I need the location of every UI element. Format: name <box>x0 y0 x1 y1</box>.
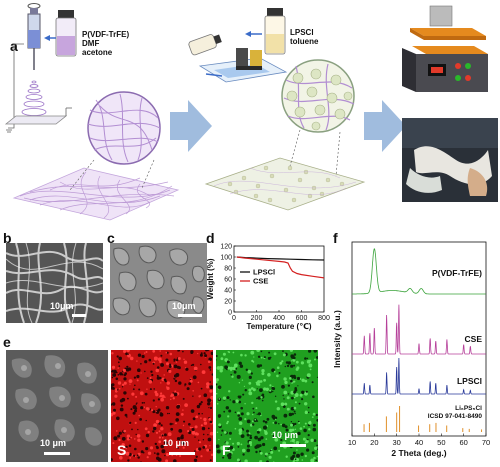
xrd-xtick-label: 70 <box>482 438 490 447</box>
coating-setup <box>198 48 288 83</box>
tga-xtick-label: 600 <box>296 315 308 322</box>
tga-xtick-label: 800 <box>318 315 330 322</box>
tga-xtick-label: 400 <box>273 315 285 322</box>
lpscl-vial-icon <box>264 8 286 55</box>
xrd-label-lpscl: LPSCl <box>457 376 482 386</box>
tga-series-lpscl <box>236 256 325 261</box>
polymer-vial-icon <box>55 10 77 57</box>
flexible-membrane-photo <box>402 118 498 202</box>
electrospinning-jet <box>21 80 47 116</box>
scale-bar-e3 <box>280 444 306 447</box>
tga-plot-frame <box>233 245 325 313</box>
panel-label-b: b <box>3 230 12 246</box>
tga-ylabel: Weight (%) <box>206 258 215 300</box>
tga-legend-label: CSE <box>253 277 268 286</box>
panel-label-f: f <box>333 230 338 246</box>
pouring-bottle-icon <box>188 34 222 56</box>
scale-bar-e1 <box>44 452 70 455</box>
process-arrow-2 <box>364 100 406 152</box>
xrd-xlabel: 2 Theta (deg.) <box>391 448 446 458</box>
xrd-label-pvdf: P(VDF-TrFE) <box>432 268 482 278</box>
polymer-solution-label: P(VDF-TrFE) DMF acetone <box>82 30 129 57</box>
tga-ytick-label: 0 <box>228 310 232 317</box>
tga-ytick-label: 20 <box>224 299 232 306</box>
xrd-trace-cse <box>352 304 486 355</box>
scale-label-c: 10μm <box>172 301 196 311</box>
tga-series-cse <box>236 256 325 279</box>
panel-label-e: e <box>3 334 11 350</box>
eds-map-fluorine: F 10 μm <box>216 350 318 462</box>
scale-label-e2: 10 μm <box>163 438 190 448</box>
solvent-2: acetone <box>82 48 113 57</box>
tga-legend-label: LPSCl <box>253 268 275 277</box>
tga-xlabel: Temperature (℃) <box>246 322 311 331</box>
xrd-label-ref-icsd: ICSD 97-041-8490 <box>428 413 483 420</box>
fiber-zoom-icon <box>87 93 161 163</box>
tga-chart: 0 200 400 600 800 0 20 40 60 80 100 120 Temperature … <box>206 244 330 332</box>
sem-image-c: 10μm <box>110 243 207 323</box>
schematic-illustration <box>4 3 498 221</box>
eds-channel-S: S <box>117 442 127 458</box>
hot-press-icon <box>402 5 488 92</box>
tga-ytick-label: 60 <box>224 277 232 284</box>
xrd-trace-lpscl <box>352 357 486 395</box>
scale-label-e3: 10 μm <box>272 430 299 440</box>
xrd-xtick-label: 40 <box>415 438 423 447</box>
eds-channel-F: F <box>222 442 231 458</box>
scale-label-b: 10μm <box>50 301 74 311</box>
xrd-chart: 10 20 30 40 50 60 70 2 Theta (deg.) Intensity (a… <box>332 241 490 458</box>
xrd-trace-p-vdf-trfe- <box>352 248 486 295</box>
xrd-xtick-label: 60 <box>459 438 467 447</box>
scale-label-e1: 10 μm <box>40 438 67 448</box>
composite-mat <box>204 157 366 211</box>
nanofiber-mat <box>12 167 180 221</box>
solvent-1: DMF <box>82 39 100 48</box>
tga-ytick-label: 120 <box>220 244 232 251</box>
xrd-label-cse: CSE <box>465 334 483 344</box>
sulfide-solution-label: LPSCl toluene <box>290 28 318 46</box>
xrd-xtick-label: 20 <box>370 438 378 447</box>
process-arrow-1 <box>170 100 212 152</box>
sulfide-name: LPSCl <box>290 28 314 37</box>
sulfide-solvent: toluene <box>290 37 319 46</box>
panel-label-c: c <box>107 230 115 246</box>
scale-bar-e2 <box>169 452 195 455</box>
xrd-xtick-label: 30 <box>392 438 400 447</box>
tga-xtick-label: 200 <box>251 315 263 322</box>
tga-ytick-label: 40 <box>224 288 232 295</box>
sem-image-b: 10μm <box>6 243 103 323</box>
tga-xtick-label: 0 <box>232 315 236 322</box>
tga-ytick-label: 80 <box>224 266 232 273</box>
tga-ytick-label: 100 <box>220 255 232 262</box>
eds-map-sulfur: S 10 μm <box>111 350 213 462</box>
xrd-label-ref-formula: Li₆PS₅Cl <box>455 405 482 412</box>
composite-zoom-icon <box>283 63 355 131</box>
scale-bar-b <box>72 314 86 317</box>
xrd-ylabel: Intensity (a.u.) <box>332 310 342 368</box>
syringe-icon <box>27 3 41 70</box>
eds-sem-image: 10 μm <box>6 350 108 462</box>
polymer-name: P(VDF-TrFE) <box>82 30 130 39</box>
xrd-xtick-label: 10 <box>348 438 356 447</box>
scale-bar-c <box>178 314 202 317</box>
xrd-xtick-label: 50 <box>437 438 445 447</box>
panel-label-d: d <box>206 230 215 246</box>
